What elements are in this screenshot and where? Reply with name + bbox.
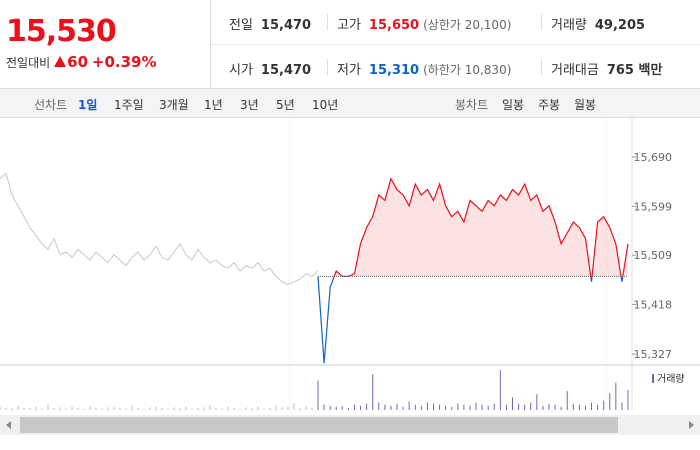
stat-value: 15,310 [368, 63, 420, 78]
stat-value: 765 백만 [606, 63, 663, 78]
stat: 저가 15,310 (하한가 10,830) [337, 59, 511, 78]
stat-label: 저가 [337, 63, 361, 78]
change-value: 60 [67, 53, 89, 71]
stat: 거래대금 765 백만 [551, 59, 662, 78]
period-tab[interactable]: 1일 [78, 98, 98, 112]
change: 전일대비 60 +0.39% [6, 53, 156, 71]
price-line-up [318, 177, 629, 277]
candle-tab[interactable]: 주봉 [538, 98, 561, 112]
scroll-left [6, 421, 11, 429]
stat-value: 15,470 [260, 63, 312, 78]
chart: 15,690 15,599 15,509 15,418 15,327 거래량 [0, 118, 700, 435]
separator [327, 14, 328, 30]
y-tick-label: 15,599 [634, 200, 673, 213]
stats-row: 전일 15,470 고가 15,650 (상한가 20,100) 거래량 49,205 [211, 0, 700, 44]
stat: 고가 15,650 (상한가 20,100) [337, 14, 511, 33]
stat-label: 거래대금 [551, 63, 599, 78]
separator [541, 14, 542, 30]
y-tick-label: 15,327 [634, 348, 673, 361]
period-tab[interactable]: 1년 [204, 98, 223, 112]
period-tab[interactable]: 10년 [312, 98, 339, 112]
period-tab[interactable]: 5년 [276, 98, 295, 112]
tab-bar: 선차트 1일 1주일 3개월 1년 3년 5년 10년 봉차트 일봉 주봉 월봉 [0, 89, 700, 118]
quote-header: 15,530 전일대비 60 +0.39% 전일 15,470 고가 15,650 (상한… [0, 0, 700, 89]
stat-label: 전일 [229, 18, 253, 33]
stat-value: 15,470 [260, 18, 312, 33]
stat: 거래량 49,205 [551, 14, 645, 33]
tab-label: 선차트 [34, 98, 68, 112]
tab-label: 봉차트 [455, 98, 489, 112]
price-line [0, 172, 319, 286]
legend-label: 거래량 [657, 373, 685, 385]
change-pct: +0.39% [91, 53, 157, 71]
stat-label: 시가 [229, 63, 253, 78]
scroll-right [689, 421, 694, 429]
y-tick-label: 15,418 [634, 299, 673, 312]
stat-note: (상한가 20,100) [423, 18, 512, 32]
price: 15,530 [6, 14, 117, 49]
y-tick-label: 15,690 [634, 151, 673, 164]
period-tab[interactable]: 1주일 [114, 98, 144, 112]
stats-row: 시가 15,470 저가 15,310 (하한가 10,830) 거래대금 765 백만 [211, 44, 700, 89]
legend-swatch [652, 374, 654, 383]
stat: 전일 15,470 [229, 14, 311, 33]
stat-value: 15,650 [368, 18, 420, 33]
candle-tab[interactable]: 일봉 [502, 98, 525, 112]
change-label: 전일대비 [6, 56, 51, 70]
y-tick-label: 15,509 [634, 249, 673, 262]
stat-value: 49,205 [594, 18, 646, 33]
separator [541, 59, 542, 75]
separator [327, 59, 328, 75]
candle-tab[interactable]: 월봉 [574, 98, 597, 112]
scroll-thumb[interactable] [20, 417, 618, 433]
stats: 전일 15,470 고가 15,650 (상한가 20,100) 거래량 49,205 시가 1… [210, 0, 700, 88]
period-tab[interactable]: 3년 [240, 98, 259, 112]
stat-label: 고가 [337, 18, 361, 33]
stat-label: 거래량 [551, 18, 587, 33]
stat: 시가 15,470 [229, 59, 311, 78]
price-area [334, 178, 628, 277]
up-arrow [54, 56, 67, 67]
stat-note: (하한가 10,830) [423, 63, 512, 77]
period-tab[interactable]: 3개월 [159, 98, 189, 112]
